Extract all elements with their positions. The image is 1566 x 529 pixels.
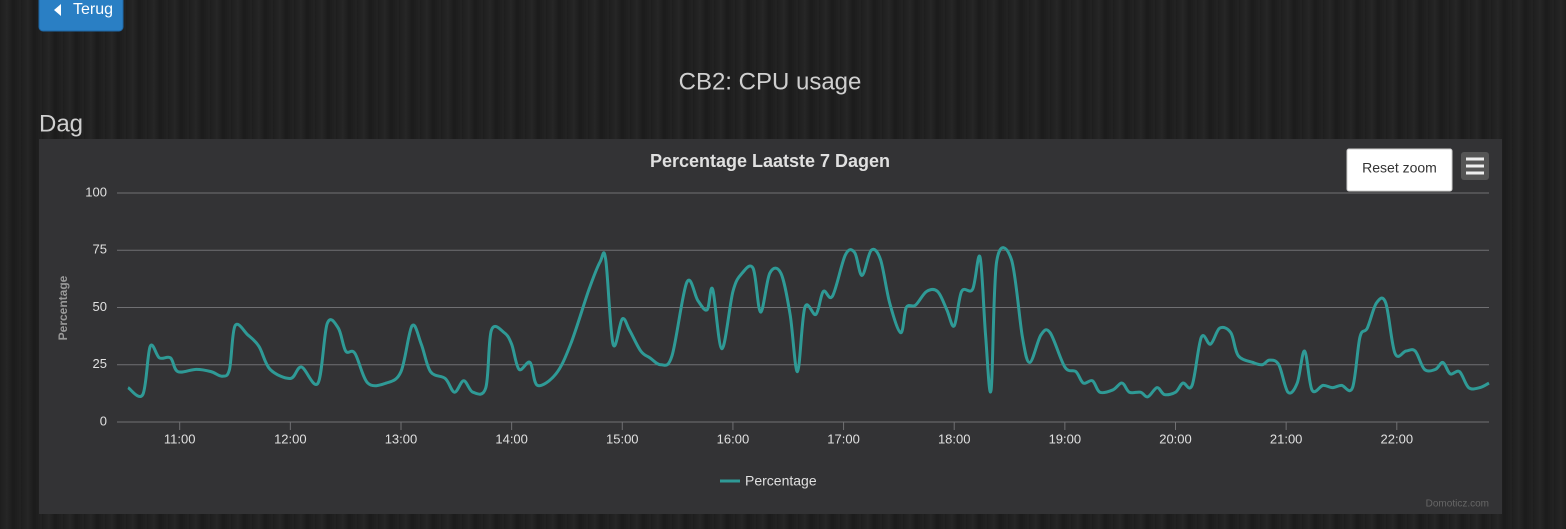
menu-icon bbox=[1466, 157, 1484, 175]
x-tick-label: 18:00 bbox=[938, 431, 971, 446]
reset-zoom[interactable]: Reset zoom bbox=[1346, 148, 1453, 192]
y-axis-title: Percentage bbox=[56, 275, 70, 340]
x-tick-label: 14:00 bbox=[495, 431, 528, 446]
x-tick-label: 17:00 bbox=[827, 431, 860, 446]
reset-zoom-label[interactable]: Reset zoom bbox=[1362, 160, 1437, 176]
heading: CB2: CPU usage bbox=[679, 68, 862, 95]
x-tick-label: 20:00 bbox=[1159, 431, 1192, 446]
y-tick-label: 100 bbox=[85, 184, 107, 199]
x-tick-label: 21:00 bbox=[1270, 431, 1303, 446]
y-tick-label: 75 bbox=[93, 242, 107, 257]
x-tick-label: 22:00 bbox=[1381, 431, 1414, 446]
back-label[interactable]: Terug bbox=[73, 1, 113, 18]
chart-panel bbox=[39, 139, 1502, 514]
reset-zoom-bg[interactable] bbox=[1346, 148, 1453, 192]
y-tick-label: 50 bbox=[93, 299, 107, 314]
x-tick-label: 11:00 bbox=[164, 431, 196, 446]
back-icon bbox=[54, 4, 61, 16]
chart-title: Percentage Laatste 7 Dagen bbox=[650, 151, 890, 171]
back-button[interactable]: Terug bbox=[38, 0, 124, 32]
legend-label: Percentage bbox=[745, 473, 817, 489]
x-tick-label: 12:00 bbox=[274, 431, 307, 446]
credits: Domoticz.com bbox=[1426, 499, 1489, 510]
y-tick-label: 0 bbox=[100, 413, 107, 428]
x-tick-label: 19:00 bbox=[1049, 431, 1082, 446]
section-title: Dag bbox=[39, 110, 83, 137]
line bbox=[127, 246, 1490, 399]
y-tick-label: 25 bbox=[93, 356, 107, 371]
menu-button[interactable] bbox=[1461, 152, 1489, 180]
x-tick-label: 15:00 bbox=[606, 431, 639, 446]
x-tick-label: 13:00 bbox=[385, 431, 418, 446]
x-tick-label: 16:00 bbox=[717, 431, 750, 446]
